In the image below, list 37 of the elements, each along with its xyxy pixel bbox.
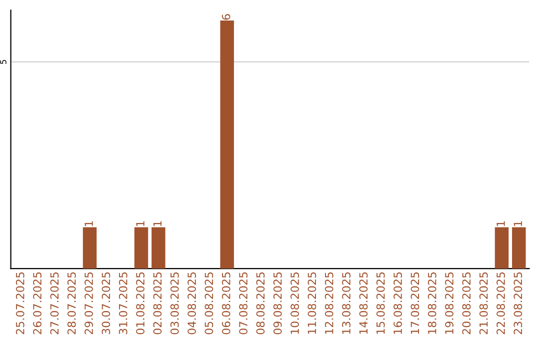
- x-tick-label: 02.08.2025: [153, 272, 162, 334]
- x-tick-label: 10.08.2025: [290, 272, 299, 334]
- x-tick-label: 31.07.2025: [118, 272, 128, 334]
- x-tick-label: 27.07.2025: [50, 272, 59, 334]
- x-tick-label: 15.08.2025: [376, 272, 385, 334]
- data-label: 1: [514, 221, 522, 226]
- x-tick-label: 12.08.2025: [324, 272, 334, 334]
- x-tick-label: 16.08.2025: [394, 272, 402, 334]
- x-tick-label: 28.07.2025: [67, 272, 76, 334]
- x-tick-label: 17.08.2025: [410, 272, 420, 334]
- x-tick-label: 18.08.2025: [428, 272, 436, 334]
- x-tick-label: 06.08.2025: [222, 272, 230, 334]
- data-label: 1: [84, 221, 93, 226]
- x-tick-label: 07.08.2025: [239, 272, 248, 334]
- x-tick-label: 26.07.2025: [33, 272, 42, 334]
- x-tick-label: 13.08.2025: [342, 272, 350, 334]
- x-tick-label: 08.08.2025: [256, 272, 265, 334]
- x-tick-label: 23.08.2025: [514, 272, 522, 334]
- x-tick-label: 19.08.2025: [445, 272, 454, 334]
- data-label: 1: [153, 221, 162, 226]
- x-tick-label: 30.07.2025: [102, 272, 110, 334]
- x-tick-label: 25.07.2025: [16, 272, 24, 334]
- x-tick-label: 09.08.2025: [273, 272, 282, 334]
- x-tick-label: 29.07.2025: [84, 272, 93, 334]
- x-tick-label: 20.08.2025: [462, 272, 471, 334]
- x-tick-label: 01.08.2025: [136, 272, 144, 334]
- x-tick-label: 11.08.2025: [308, 272, 316, 334]
- x-tick-label: 03.08.2025: [170, 272, 179, 334]
- x-tick-label: 21.08.2025: [479, 272, 488, 334]
- y-tick-label: 5: [0, 60, 6, 64]
- data-label: 6: [222, 14, 230, 20]
- x-tick-label: 22.08.2025: [496, 272, 505, 334]
- x-tick-label: 05.08.2025: [204, 272, 214, 334]
- data-label: 1: [136, 221, 144, 226]
- x-tick-label: 14.08.2025: [359, 272, 368, 334]
- x-tick-label: 04.08.2025: [188, 272, 196, 334]
- data-label: 1: [496, 221, 505, 226]
